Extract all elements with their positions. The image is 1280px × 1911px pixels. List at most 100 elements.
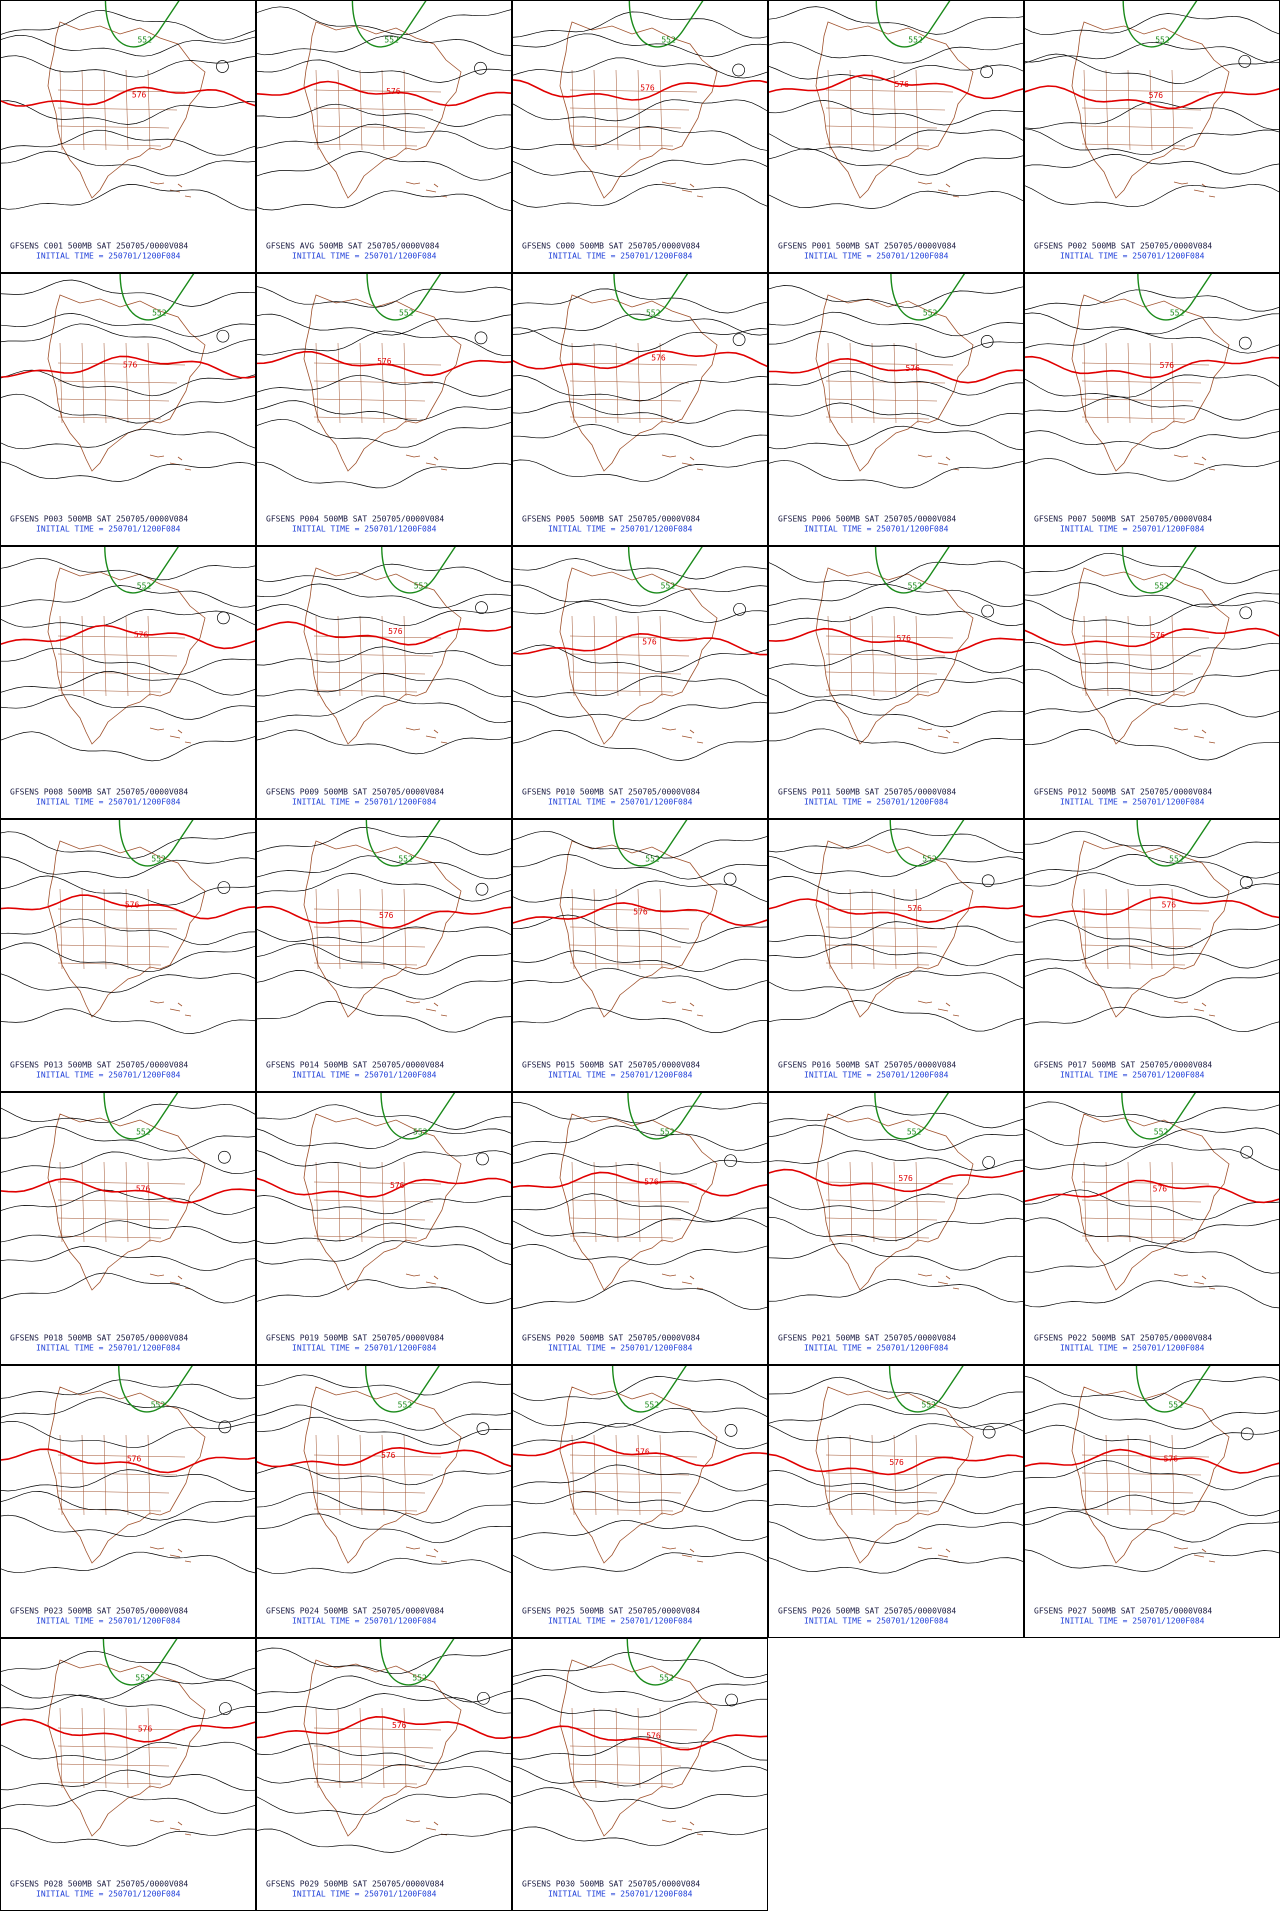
state-line bbox=[1127, 615, 1131, 697]
state-line bbox=[915, 342, 919, 424]
height-contour bbox=[513, 967, 767, 991]
height-contour bbox=[769, 1492, 1023, 1515]
contour-552 bbox=[627, 1093, 703, 1140]
map: 576 552 bbox=[513, 274, 767, 482]
height-contour bbox=[1025, 374, 1279, 398]
island bbox=[405, 1273, 421, 1277]
state-line bbox=[571, 1707, 575, 1789]
panel-time: INITIAL TIME = 250701/1200F084 bbox=[548, 1344, 693, 1353]
contour-552 bbox=[611, 1366, 687, 1413]
contour-label: 576 bbox=[1149, 91, 1164, 100]
island bbox=[440, 1287, 448, 1290]
contour-576 bbox=[513, 1725, 767, 1751]
state-line bbox=[615, 69, 619, 151]
map: 576 552 bbox=[257, 274, 511, 489]
state-line bbox=[827, 888, 831, 970]
state-line bbox=[849, 1161, 853, 1243]
height-contour bbox=[1, 831, 255, 859]
island bbox=[184, 468, 192, 471]
contour-label: 576 bbox=[1153, 1185, 1168, 1194]
panel-border bbox=[1024, 273, 1280, 546]
contour-label: 552 bbox=[414, 582, 429, 591]
island bbox=[149, 1000, 165, 1004]
height-contour bbox=[257, 1647, 511, 1675]
height-contour bbox=[513, 600, 767, 623]
height-contour bbox=[1, 557, 255, 581]
state-line bbox=[57, 1490, 170, 1494]
state-line bbox=[825, 689, 930, 693]
map: 576 552 bbox=[1, 820, 255, 1034]
state-line bbox=[825, 125, 938, 129]
panel-time: INITIAL TIME = 250701/1200F084 bbox=[292, 252, 437, 261]
height-contour bbox=[513, 701, 767, 722]
state-line bbox=[1083, 1161, 1087, 1243]
state-line bbox=[825, 107, 946, 111]
contour-label: 576 bbox=[905, 364, 920, 373]
height-contour bbox=[513, 401, 767, 424]
contour-label: 576 bbox=[1164, 1455, 1179, 1464]
state-line bbox=[871, 69, 875, 151]
state-line bbox=[125, 1161, 129, 1243]
height-contour bbox=[513, 99, 767, 122]
state-line bbox=[1127, 342, 1131, 424]
contour-label: 552 bbox=[1155, 36, 1170, 45]
panel-title: GFSENS P010 500MB SAT 250705/0000V084 bbox=[522, 788, 700, 797]
state-line bbox=[825, 1181, 954, 1185]
state-line bbox=[103, 342, 107, 424]
height-contour bbox=[257, 604, 511, 627]
height-contour bbox=[1, 1420, 255, 1449]
island bbox=[440, 1014, 448, 1017]
state-line bbox=[359, 1161, 363, 1243]
map-panel: 576 552 GFSENS P014 500MB SAT 250705/0000V… bbox=[256, 819, 512, 1092]
state-line bbox=[147, 342, 151, 424]
island bbox=[937, 189, 949, 193]
state-line bbox=[313, 1727, 442, 1731]
height-contour bbox=[769, 943, 1023, 967]
contour-576 bbox=[769, 74, 1023, 100]
state-line bbox=[381, 888, 385, 970]
state-line bbox=[103, 615, 107, 697]
state-line bbox=[57, 962, 162, 966]
contour-576 bbox=[769, 898, 1023, 924]
state-line bbox=[659, 1707, 663, 1789]
state-line bbox=[569, 125, 682, 129]
state-line bbox=[659, 1434, 663, 1516]
state-line bbox=[103, 888, 107, 970]
height-contour bbox=[769, 1557, 1023, 1574]
state-line bbox=[1105, 615, 1109, 697]
state-line bbox=[81, 1161, 85, 1243]
height-contour bbox=[1, 10, 255, 41]
island bbox=[169, 1827, 181, 1831]
map: 576 552 bbox=[1025, 547, 1279, 761]
panel-border bbox=[0, 1092, 256, 1365]
height-contour bbox=[257, 59, 511, 83]
island bbox=[696, 1287, 704, 1290]
state-line bbox=[313, 1217, 426, 1221]
island bbox=[440, 468, 448, 471]
height-contour bbox=[1, 1379, 255, 1400]
panel-title: GFSENS P009 500MB SAT 250705/0000V084 bbox=[266, 788, 444, 797]
panel-time: INITIAL TIME = 250701/1200F084 bbox=[292, 1344, 437, 1353]
height-contour bbox=[769, 1105, 1023, 1129]
map-panel: 576 552 GFSENS P009 500MB SAT 250705/0000V… bbox=[256, 546, 512, 819]
height-contour bbox=[257, 1743, 511, 1764]
height-contour bbox=[1, 129, 255, 156]
height-contour bbox=[1025, 854, 1279, 879]
panel-time: INITIAL TIME = 250701/1200F084 bbox=[36, 525, 181, 534]
map-panel: 576 552 GFSENS P016 500MB SAT 250705/0000V… bbox=[768, 819, 1024, 1092]
island bbox=[405, 1819, 421, 1823]
low-center bbox=[982, 1425, 996, 1439]
state-line bbox=[381, 342, 385, 424]
panel-time: INITIAL TIME = 250701/1200F084 bbox=[1060, 1344, 1205, 1353]
contour-label: 552 bbox=[1169, 855, 1184, 864]
contour-576 bbox=[769, 1453, 1023, 1476]
contour-label: 552 bbox=[659, 1674, 674, 1683]
contour-label: 576 bbox=[640, 84, 655, 93]
island bbox=[1208, 195, 1216, 198]
height-contour bbox=[513, 880, 767, 903]
height-contour bbox=[769, 728, 1023, 754]
height-contour bbox=[1, 1469, 255, 1492]
contour-label: 576 bbox=[651, 354, 666, 363]
panel-time: INITIAL TIME = 250701/1200F084 bbox=[36, 1617, 181, 1626]
state-line bbox=[849, 1434, 853, 1516]
